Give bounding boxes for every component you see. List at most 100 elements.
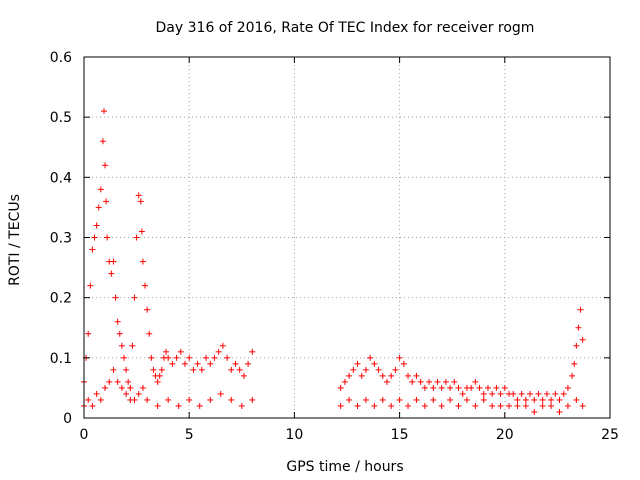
data-point	[539, 396, 546, 403]
data-point	[413, 396, 420, 403]
x-tick-label: 15	[391, 427, 409, 443]
data-point	[110, 258, 117, 265]
data-point	[405, 402, 412, 409]
data-point	[228, 396, 235, 403]
y-tick-labels: 0 0.1 0.2 0.3 0.4 0.5 0.6	[50, 50, 72, 427]
data-point	[510, 390, 517, 397]
data-point	[127, 384, 134, 391]
data-point	[137, 198, 144, 205]
data-point	[203, 354, 210, 361]
data-point	[207, 396, 214, 403]
data-point	[217, 390, 224, 397]
data-point	[144, 306, 151, 313]
data-point	[375, 366, 382, 373]
data-point	[421, 384, 428, 391]
data-point	[531, 408, 538, 415]
data-point	[144, 396, 151, 403]
data-point	[186, 354, 193, 361]
data-point	[480, 396, 487, 403]
data-point	[367, 354, 374, 361]
data-point	[114, 318, 121, 325]
data-point	[228, 366, 235, 373]
data-point	[154, 402, 161, 409]
data-point	[484, 384, 491, 391]
data-point	[514, 402, 521, 409]
data-point	[240, 372, 247, 379]
data-point	[455, 402, 462, 409]
data-point	[556, 408, 563, 415]
data-point	[514, 396, 521, 403]
data-point	[430, 396, 437, 403]
data-point	[232, 360, 239, 367]
data-point	[371, 360, 378, 367]
data-point	[91, 234, 98, 241]
data-point	[245, 360, 252, 367]
data-point	[89, 246, 96, 253]
data-point	[108, 270, 115, 277]
y-tick-label: 0.4	[50, 170, 72, 186]
x-tick-label: 0	[80, 427, 89, 443]
data-point	[489, 390, 496, 397]
data-point	[354, 402, 361, 409]
data-point	[341, 378, 348, 385]
x-axis-label: GPS time / hours	[286, 459, 403, 475]
data-point	[196, 402, 203, 409]
data-point	[527, 390, 534, 397]
data-point	[337, 402, 344, 409]
data-point	[577, 306, 584, 313]
data-point	[388, 372, 395, 379]
data-point	[156, 372, 163, 379]
x-tick-label: 10	[285, 427, 303, 443]
data-point	[135, 192, 142, 199]
data-point	[142, 282, 149, 289]
data-point	[112, 294, 119, 301]
data-point	[135, 390, 142, 397]
data-point	[100, 108, 107, 115]
data-point	[362, 366, 369, 373]
y-tick-label: 0.5	[50, 110, 72, 126]
data-point	[116, 330, 123, 337]
data-point	[522, 402, 529, 409]
x-tick-label: 25	[601, 427, 619, 443]
data-point	[102, 384, 109, 391]
data-point	[249, 396, 256, 403]
data-point	[535, 390, 542, 397]
data-point	[379, 372, 386, 379]
data-point	[506, 402, 513, 409]
data-point	[539, 402, 546, 409]
data-point	[459, 390, 466, 397]
data-point	[552, 390, 559, 397]
data-point	[405, 372, 412, 379]
data-point	[97, 396, 104, 403]
x-tick-label: 20	[496, 427, 514, 443]
data-point	[85, 330, 92, 337]
data-point	[564, 384, 571, 391]
data-point	[89, 402, 96, 409]
data-point	[129, 342, 136, 349]
data-point	[409, 378, 416, 385]
data-point	[480, 390, 487, 397]
data-point	[379, 396, 386, 403]
x-tick-label: 5	[185, 427, 194, 443]
axis-ticks	[83, 56, 611, 419]
data-point	[543, 390, 550, 397]
data-point	[497, 402, 504, 409]
data-point	[354, 360, 361, 367]
data-point	[219, 342, 226, 349]
data-point	[138, 228, 145, 235]
data-point	[194, 360, 201, 367]
data-point	[501, 384, 508, 391]
data-point	[118, 342, 125, 349]
data-point	[85, 396, 92, 403]
chart-title: Day 316 of 2016, Rate Of TEC Index for r…	[156, 20, 535, 36]
data-point	[165, 354, 172, 361]
data-point	[238, 402, 245, 409]
data-point	[573, 342, 580, 349]
y-tick-label: 0	[63, 411, 72, 427]
data-point	[175, 402, 182, 409]
data-point	[158, 366, 165, 373]
data-point	[131, 396, 138, 403]
data-point	[472, 378, 479, 385]
data-point	[110, 366, 117, 373]
data-point	[103, 198, 110, 205]
